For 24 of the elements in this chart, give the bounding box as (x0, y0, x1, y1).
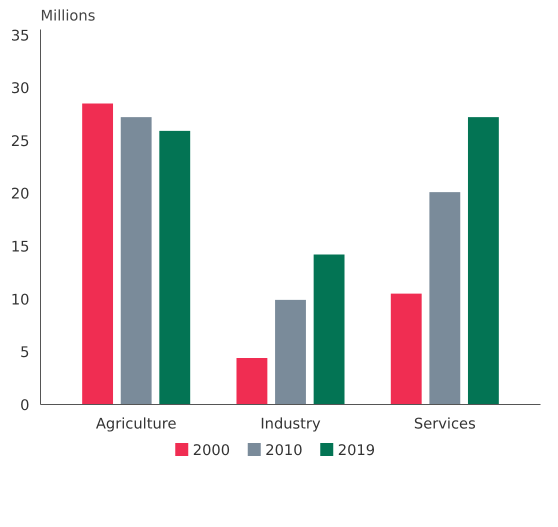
bar (236, 358, 268, 404)
legend-label: 2000 (192, 442, 230, 459)
bar (159, 130, 190, 404)
x-tick-label: Agriculture (96, 416, 176, 432)
y-axis-title: Millions (40, 8, 96, 24)
legend-label: 2010 (265, 442, 303, 459)
bar (275, 300, 306, 404)
bar (120, 117, 152, 404)
y-tick-label: 10 (10, 291, 30, 308)
bar (390, 294, 422, 404)
x-tick-label: Services (414, 416, 476, 432)
y-tick-label: 35 (10, 27, 30, 44)
legend-label: 2019 (338, 442, 376, 459)
bar (429, 192, 460, 404)
y-tick-label: 30 (10, 80, 30, 98)
y-tick-label: 5 (20, 344, 30, 362)
y-tick-label: 20 (10, 186, 30, 203)
bar (314, 254, 345, 404)
y-tick-label: 15 (10, 238, 30, 256)
y-tick-label: 0 (20, 397, 30, 414)
bar (468, 117, 499, 404)
y-tick-label: 25 (10, 132, 30, 150)
x-tick-label: Industry (260, 416, 321, 432)
bar (82, 103, 114, 404)
